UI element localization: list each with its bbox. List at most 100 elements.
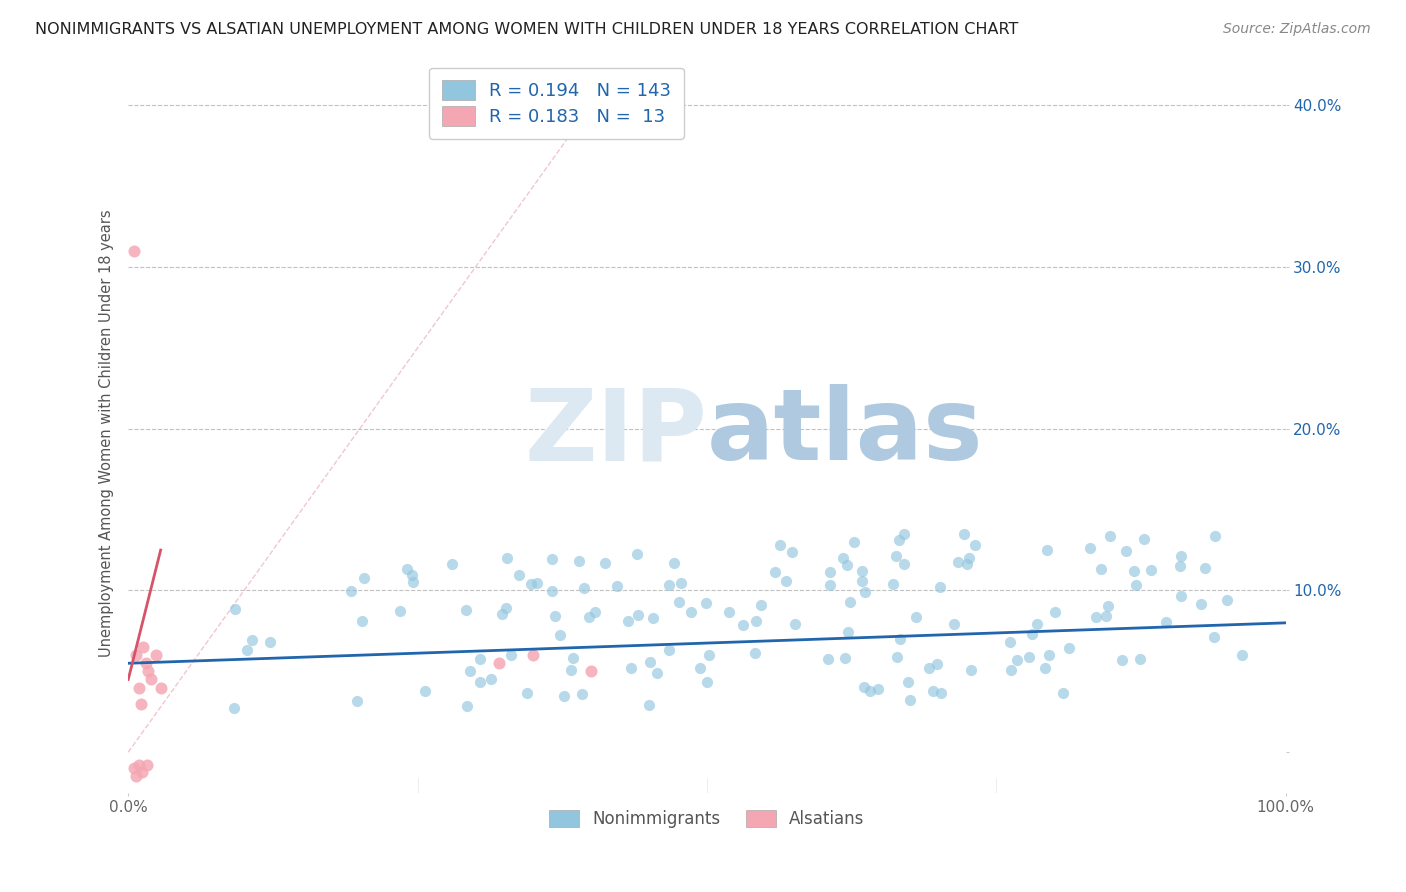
Point: [224, 700, 246, 714]
Point: [838, 595, 860, 609]
Point: [775, 574, 797, 588]
Point: [886, 650, 908, 665]
Point: [1168, 559, 1191, 574]
Point: [522, 648, 544, 663]
Point: [353, 571, 375, 585]
Point: [149, 681, 172, 695]
Point: [1090, 562, 1112, 576]
Point: [541, 552, 564, 566]
Point: [125, 648, 148, 663]
Point: [389, 604, 412, 618]
Point: [141, 673, 163, 687]
Point: [866, 682, 889, 697]
Point: [696, 675, 718, 690]
Point: [495, 601, 517, 615]
Point: [352, 614, 374, 628]
Point: [731, 618, 754, 632]
Point: [662, 557, 685, 571]
Point: [744, 646, 766, 660]
Point: [818, 578, 841, 592]
Point: [689, 661, 711, 675]
Point: [893, 527, 915, 541]
Point: [1085, 610, 1108, 624]
Point: [884, 549, 907, 563]
Point: [859, 683, 882, 698]
Point: [122, 761, 145, 775]
Point: [540, 583, 562, 598]
Point: [560, 663, 582, 677]
Point: [922, 684, 945, 698]
Point: [224, 602, 246, 616]
Point: [1133, 533, 1156, 547]
Point: [516, 686, 538, 700]
Point: [998, 635, 1021, 649]
Point: [1125, 578, 1147, 592]
Point: [960, 664, 983, 678]
Point: [454, 603, 477, 617]
Point: [544, 609, 567, 624]
Point: [695, 596, 717, 610]
Point: [340, 583, 363, 598]
Y-axis label: Unemployment Among Women with Children Under 18 years: Unemployment Among Women with Children U…: [100, 209, 114, 657]
Point: [259, 635, 281, 649]
Point: [889, 632, 911, 647]
Point: [578, 610, 600, 624]
Point: [616, 614, 638, 628]
Point: [679, 605, 702, 619]
Point: [763, 565, 786, 579]
Point: [1097, 599, 1119, 613]
Legend: Nonimmigrants, Alsatians: Nonimmigrants, Alsatians: [543, 803, 872, 835]
Point: [128, 681, 150, 695]
Point: [135, 657, 157, 671]
Point: [491, 607, 513, 621]
Point: [579, 665, 602, 679]
Text: Source: ZipAtlas.com: Source: ZipAtlas.com: [1223, 22, 1371, 37]
Point: [953, 527, 976, 541]
Point: [853, 584, 876, 599]
Point: [1018, 649, 1040, 664]
Point: [495, 550, 517, 565]
Point: [468, 652, 491, 666]
Point: [627, 608, 650, 623]
Point: [638, 655, 661, 669]
Point: [697, 648, 720, 663]
Point: [904, 610, 927, 624]
Point: [479, 672, 502, 686]
Point: [129, 697, 152, 711]
Point: [606, 578, 628, 592]
Point: [658, 643, 681, 657]
Point: [1140, 563, 1163, 577]
Point: [817, 652, 839, 666]
Point: [638, 698, 661, 713]
Point: [132, 640, 155, 654]
Point: [1204, 529, 1226, 543]
Point: [553, 689, 575, 703]
Point: [440, 557, 463, 571]
Point: [568, 554, 591, 568]
Point: [896, 675, 918, 690]
Point: [488, 657, 510, 671]
Point: [744, 615, 766, 629]
Point: [131, 764, 153, 779]
Point: [749, 598, 772, 612]
Point: [1111, 653, 1133, 667]
Point: [943, 616, 966, 631]
Point: [583, 605, 606, 619]
Point: [125, 769, 148, 783]
Point: [1129, 652, 1152, 666]
Point: [562, 650, 585, 665]
Point: [1095, 609, 1118, 624]
Point: [401, 567, 423, 582]
Point: [499, 648, 522, 662]
Point: [346, 694, 368, 708]
Point: [918, 661, 941, 675]
Point: [820, 566, 842, 580]
Point: [837, 624, 859, 639]
Point: [145, 648, 167, 663]
Point: [468, 674, 491, 689]
Point: [1025, 617, 1047, 632]
Point: [1230, 648, 1253, 662]
Point: [669, 576, 692, 591]
Point: [1033, 661, 1056, 675]
Point: [769, 538, 792, 552]
